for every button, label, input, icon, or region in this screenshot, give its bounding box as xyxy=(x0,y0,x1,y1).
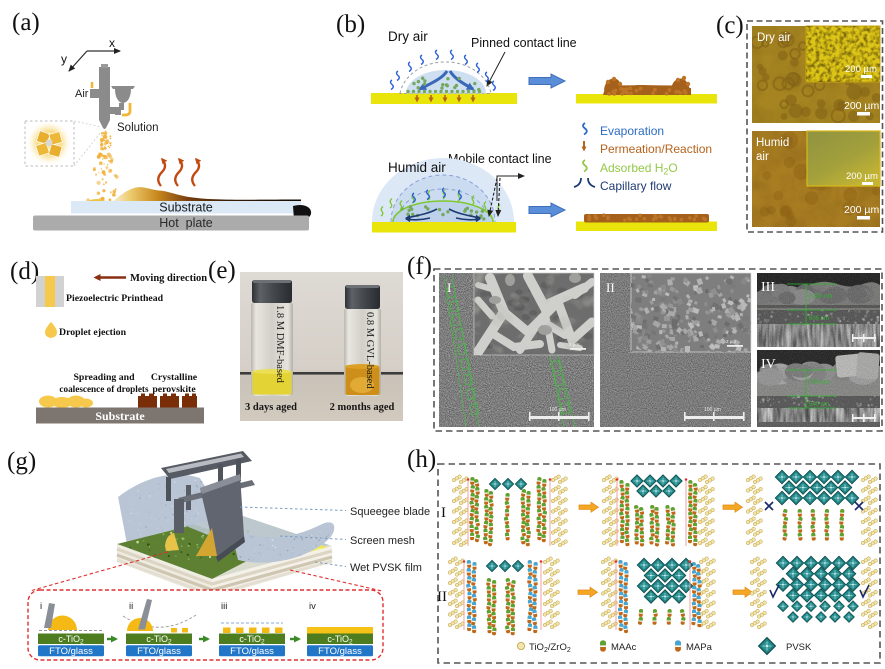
svg-text:coalescence of droplets: coalescence of droplets xyxy=(59,384,149,394)
svg-text:200 µm: 200 µm xyxy=(845,64,877,75)
svg-text:FTO/glass: FTO/glass xyxy=(49,646,93,657)
svg-text:Piezoelectric Printhead: Piezoelectric Printhead xyxy=(66,293,164,304)
svg-text:Crystalline: Crystalline xyxy=(151,372,198,383)
svg-text:(g): (g) xyxy=(7,448,36,475)
svg-text:605 nm: 605 nm xyxy=(809,316,829,322)
svg-text:FTO/glass: FTO/glass xyxy=(318,646,362,657)
svg-text:(f): (f) xyxy=(407,253,432,280)
svg-text:MAAc: MAAc xyxy=(611,642,637,653)
svg-text:Mobile contact line: Mobile contact line xyxy=(448,152,552,166)
svg-text:3 days aged: 3 days aged xyxy=(245,402,297,413)
svg-text:200 µm: 200 µm xyxy=(844,100,879,112)
svg-text:Squeegee blade: Squeegee blade xyxy=(350,506,430,518)
svg-text:2 µm: 2 µm xyxy=(726,339,736,344)
svg-text:700 nm: 700 nm xyxy=(809,380,829,386)
svg-text:c-TiO2: c-TiO2 xyxy=(58,634,84,646)
svg-text:air: air xyxy=(756,151,769,163)
svg-text:Hot plate: Hot plate xyxy=(159,216,213,230)
svg-text:100 µm: 100 µm xyxy=(704,407,721,413)
svg-text:IV: IV xyxy=(761,357,776,372)
svg-text:MAPa: MAPa xyxy=(686,642,713,653)
svg-text:(c): (c) xyxy=(716,12,744,39)
svg-text:TiO2/ZrO2: TiO2/ZrO2 xyxy=(529,642,571,654)
svg-text:2 µm: 2 µm xyxy=(569,342,579,347)
svg-text:200 µm: 200 µm xyxy=(846,171,878,182)
svg-text:Solution: Solution xyxy=(117,122,159,134)
svg-text:i: i xyxy=(40,601,42,612)
svg-text:Wet PVSK film: Wet PVSK film xyxy=(350,562,422,574)
svg-text:Capillary flow: Capillary flow xyxy=(600,179,672,193)
svg-text:Evaporation: Evaporation xyxy=(600,124,664,138)
svg-text:Pinned contact line: Pinned contact line xyxy=(471,36,577,50)
svg-text:Air: Air xyxy=(75,88,89,100)
svg-text:FTO/glass: FTO/glass xyxy=(230,646,274,657)
svg-text:1.8 M DMF-based: 1.8 M DMF-based xyxy=(274,305,285,384)
svg-text:III: III xyxy=(761,280,775,295)
svg-text:(a): (a) xyxy=(12,9,40,36)
svg-text:(h): (h) xyxy=(407,446,436,473)
svg-text:PVSK: PVSK xyxy=(786,642,812,653)
svg-text:(b): (b) xyxy=(336,11,365,38)
svg-text:200 µm: 200 µm xyxy=(844,204,879,216)
svg-text:Substrate: Substrate xyxy=(159,201,213,215)
svg-text:Screen mesh: Screen mesh xyxy=(350,535,415,547)
svg-text:Humid: Humid xyxy=(756,137,789,149)
svg-text:Spreading and: Spreading and xyxy=(73,372,135,383)
svg-text:Adsorbed H2O: Adsorbed H2O xyxy=(600,161,678,177)
svg-text:Dry air: Dry air xyxy=(757,32,791,44)
svg-text:c-TiO2: c-TiO2 xyxy=(239,634,265,646)
svg-text:iii: iii xyxy=(221,601,227,612)
svg-text:Droplet ejection: Droplet ejection xyxy=(59,327,127,338)
svg-text:100 µm: 100 µm xyxy=(549,407,566,413)
svg-text:0.8 M GVL-based: 0.8 M GVL-based xyxy=(364,312,375,389)
svg-text:Permeation/Reaction: Permeation/Reaction xyxy=(600,142,712,156)
svg-text:Humid air: Humid air xyxy=(388,160,446,175)
svg-text:iv: iv xyxy=(309,601,316,612)
svg-text:540 nm: 540 nm xyxy=(809,402,829,408)
svg-text:1220 nm: 1220 nm xyxy=(809,294,832,300)
svg-text:Substrate: Substrate xyxy=(95,409,145,423)
svg-text:I: I xyxy=(441,505,446,521)
svg-text:ii: ii xyxy=(129,601,133,612)
svg-text:FTO/glass: FTO/glass xyxy=(137,646,181,657)
svg-text:Dry air: Dry air xyxy=(388,29,428,44)
svg-text:Moving direction: Moving direction xyxy=(130,273,207,284)
svg-text:c-TiO2: c-TiO2 xyxy=(327,634,353,646)
svg-text:II: II xyxy=(606,280,615,295)
svg-text:x: x xyxy=(109,36,115,50)
svg-text:2 months aged: 2 months aged xyxy=(330,402,395,413)
svg-text:y: y xyxy=(61,52,67,66)
svg-text:(e): (e) xyxy=(208,257,236,284)
svg-text:II: II xyxy=(437,589,447,605)
svg-text:perovskite: perovskite xyxy=(152,384,196,395)
svg-text:(d): (d) xyxy=(10,258,39,285)
svg-text:c-TiO2: c-TiO2 xyxy=(146,634,172,646)
svg-text:I: I xyxy=(447,280,451,295)
